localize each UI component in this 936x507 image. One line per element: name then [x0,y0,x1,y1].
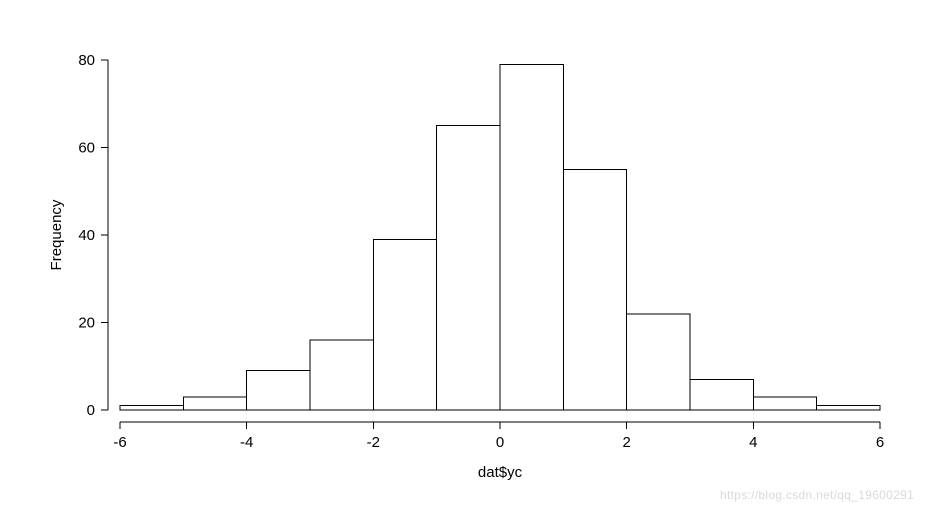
x-tick-label: 4 [749,434,757,451]
histogram-bar [500,64,563,410]
histogram-bar [753,397,816,410]
x-tick-label: 0 [496,434,504,451]
x-tick-label: 6 [876,434,884,451]
histogram-bar [627,314,690,410]
histogram-bar [183,397,246,410]
x-tick-label: -2 [367,434,380,451]
y-tick-label: 80 [78,52,95,69]
y-axis-label: Frequency [48,199,65,270]
y-tick-label: 20 [78,315,95,332]
x-tick-label: 2 [622,434,630,451]
x-axis-label: dat$yc [478,464,523,481]
histogram-bar [247,371,310,410]
y-tick-label: 40 [78,227,95,244]
y-tick-label: 60 [78,140,95,157]
y-tick-label: 0 [87,402,95,419]
bars-group [120,64,880,410]
histogram-bar [563,169,626,410]
histogram-bar [373,239,436,410]
histogram-bar [120,406,183,410]
histogram-bar [310,340,373,410]
histogram-bar [437,126,500,410]
histogram-bar [817,406,880,410]
x-tick-label: -4 [240,434,253,451]
histogram-bar [690,379,753,410]
x-tick-label: -6 [113,434,126,451]
histogram-plot: -6 -4 -2 0 2 4 6 dat$yc 0 20 40 60 80 Frequency [0,0,936,507]
watermark-text: https://blog.csdn.net/qq_19600291 [720,488,914,502]
